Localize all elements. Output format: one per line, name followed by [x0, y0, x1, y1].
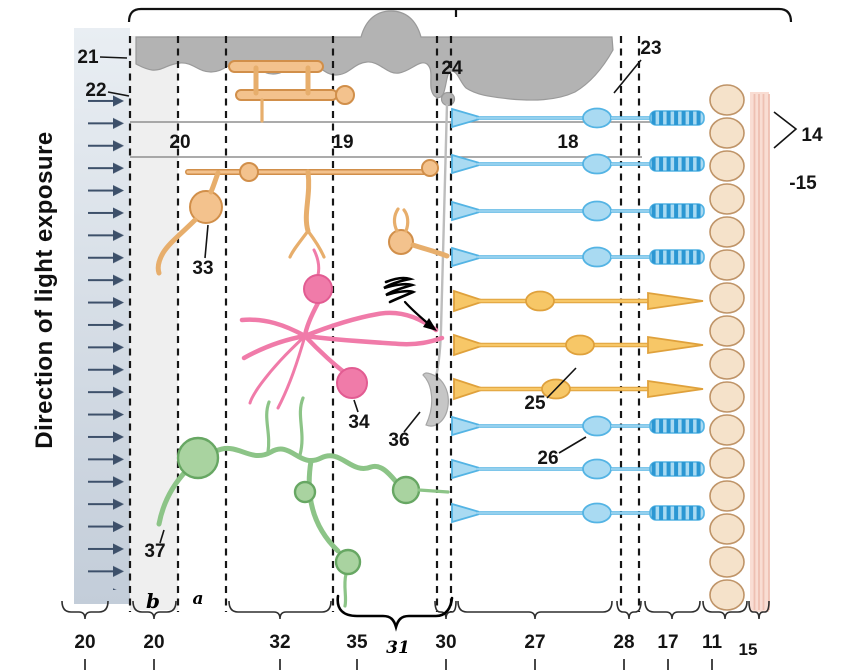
photoreceptor-nucleus [709, 480, 745, 512]
label-33: 33 [192, 258, 213, 279]
photoreceptor-nucleus [709, 84, 745, 116]
photoreceptor-nucleus [709, 150, 745, 182]
ganglion-cells-green [156, 396, 450, 608]
horizontal-cell-soma-33 [189, 190, 223, 224]
photoreceptor-nucleus [709, 315, 745, 347]
photoreceptor-nucleus [709, 414, 745, 446]
mueller-cell-36 [422, 103, 449, 427]
rod-photoreceptor [450, 414, 706, 438]
ganglion-soma-37 [176, 436, 220, 480]
bipolar-cell-soma [388, 229, 414, 255]
bottom-label-17: 17 [657, 632, 678, 653]
bottom-label-20b: 20 [143, 632, 164, 653]
handwritten-annotations: b a 31 [146, 276, 454, 658]
label-21: 21 [77, 47, 99, 68]
label-34: 34 [348, 412, 370, 433]
label-15: -15 [789, 173, 817, 194]
label-19: 19 [332, 132, 353, 153]
cone-photoreceptor [454, 291, 703, 311]
horizontal-cells-orange [155, 60, 450, 276]
handwritten-31: 31 [386, 638, 410, 658]
bottom-label-15: 15 [739, 640, 758, 659]
photoreceptor-nucleus [709, 216, 745, 248]
photoreceptor-nucleus [709, 513, 745, 545]
label-26: 26 [537, 448, 558, 469]
label-22: 22 [85, 80, 106, 101]
label-24: 24 [441, 58, 463, 79]
bottom-label-35: 35 [346, 632, 368, 653]
amacrine-soma-34 [336, 367, 368, 399]
amacrine-soma-upper [303, 274, 333, 304]
photoreceptor-nucleus [709, 282, 745, 314]
cone-photoreceptor [454, 379, 703, 399]
label-36: 36 [388, 430, 409, 451]
label-25: 25 [524, 393, 546, 414]
gray-bead [440, 91, 456, 107]
label-14-bracket [773, 111, 798, 149]
amacrine-cells-pink [239, 248, 445, 410]
rod-photoreceptor [450, 245, 706, 269]
label-23: 23 [640, 38, 661, 59]
bottom-label-30: 30 [435, 632, 456, 653]
handwritten-b: b [146, 589, 160, 613]
cone-soma-25 [565, 334, 595, 356]
scribble-mark [383, 276, 417, 304]
cell-nuclei-column [709, 84, 745, 611]
layer-shade [130, 36, 178, 610]
bottom-label-27: 27 [524, 632, 545, 653]
bottom-label-11: 11 [702, 632, 723, 653]
light-direction-band: Direction of light exposure [31, 28, 130, 604]
gray-structure-24 [135, 10, 614, 107]
photoreceptor-nucleus [709, 183, 745, 215]
photoreceptor-nucleus [709, 381, 745, 413]
cone-photoreceptors [454, 291, 703, 399]
rod-photoreceptors [450, 106, 706, 525]
handdrawn-bracket [336, 594, 454, 632]
rod-photoreceptor [450, 199, 706, 223]
photoreceptor-nucleus [709, 249, 745, 281]
top-bracket [127, 7, 793, 23]
rod-photoreceptor [450, 457, 706, 481]
printed-labels: 21 22 24 23 20 19 18 14 -15 33 34 36 37 … [77, 38, 823, 562]
bottom-label-20a: 20 [74, 632, 95, 653]
bottom-layer-labels: 20 20 32 35 30 27 28 17 11 15 [61, 600, 770, 670]
handwritten-a: a [192, 589, 203, 609]
bottom-label-28: 28 [613, 632, 634, 653]
photoreceptor-nucleus [709, 447, 745, 479]
label-18: 18 [557, 132, 578, 153]
label-14: 14 [801, 125, 823, 146]
cone-soma [525, 290, 555, 312]
label-20: 20 [169, 132, 190, 153]
bottom-label-32: 32 [269, 632, 290, 653]
rod-photoreceptor [450, 501, 706, 525]
scribble-arrowhead [423, 318, 437, 331]
direction-of-light-label: Direction of light exposure [31, 131, 58, 449]
photoreceptor-nucleus [709, 579, 745, 611]
light-arrows [84, 90, 128, 590]
photoreceptor-nucleus [709, 348, 745, 380]
pigment-strip [750, 92, 770, 612]
photoreceptor-nucleus [709, 117, 745, 149]
rod-photoreceptor [450, 106, 706, 130]
label-37: 37 [144, 541, 165, 562]
photoreceptor-nucleus [709, 546, 745, 578]
